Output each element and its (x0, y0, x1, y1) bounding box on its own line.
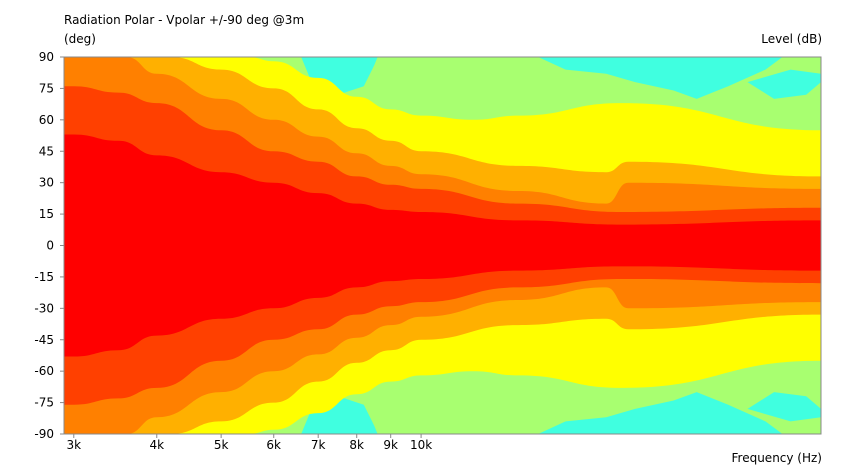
x-tick-label: 9k (383, 438, 398, 452)
x-tick-label: 10k (410, 438, 432, 452)
y-tick-label: -30 (34, 301, 54, 315)
chart-title: Radiation Polar - Vpolar +/-90 deg @3m (64, 13, 305, 27)
y-tick-label: -75 (34, 396, 54, 410)
y-tick-label: -45 (34, 333, 54, 347)
x-tick-label: 8k (349, 438, 364, 452)
level-band-lobe-2-bottom (747, 392, 821, 422)
y-tick-label: 60 (39, 113, 54, 127)
level-band-lobe-0-top (301, 57, 378, 95)
y-tick-label: 75 (39, 81, 54, 95)
level-band-lobe-1-bottom (538, 392, 783, 434)
x-tick-label: 7k (311, 438, 326, 452)
y-tick-label: -15 (34, 270, 54, 284)
y-tick-label: 90 (39, 50, 54, 64)
x-tick-label: 4k (149, 438, 164, 452)
y-tick-label: -60 (34, 364, 54, 378)
level-band-lobe-0-bottom (301, 396, 378, 434)
x-tick-label: 6k (266, 438, 281, 452)
y-axis-label: (deg) (64, 32, 96, 46)
x-tick-label: 5k (214, 438, 229, 452)
colorbar-label: Level (dB) (761, 32, 822, 46)
y-tick-label: -90 (34, 427, 54, 441)
level-band-lobe-1-top (538, 57, 783, 99)
level-band-red (64, 134, 821, 357)
y-tick-label: 30 (39, 176, 54, 190)
x-axis-label: Frequency (Hz) (731, 451, 823, 465)
y-tick-label: 0 (46, 239, 54, 253)
y-tick-label: 15 (39, 207, 54, 221)
x-tick-label: 3k (66, 438, 81, 452)
level-band-lobe-2-top (747, 69, 821, 99)
y-tick-label: 45 (39, 144, 54, 158)
